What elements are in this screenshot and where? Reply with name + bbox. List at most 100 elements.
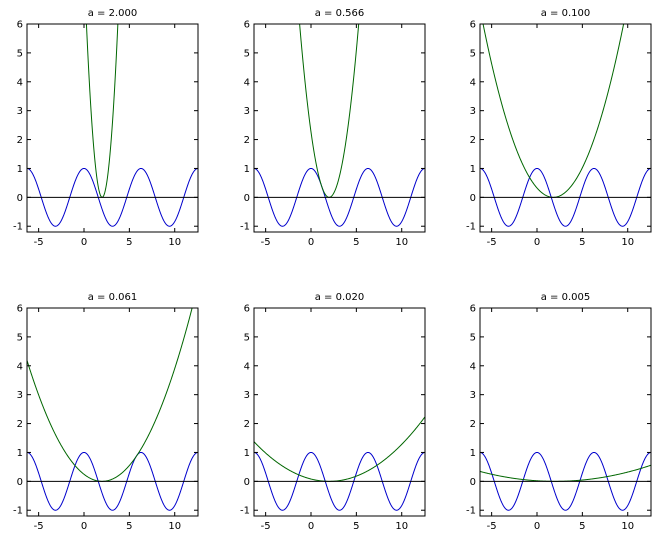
subplot-2: a = 0.566 -5 0 5 10 -1 0 1 2 3 4 5 6 xyxy=(240,8,426,248)
y-tick-label: 6 xyxy=(470,20,476,31)
y-tick-label: 4 xyxy=(470,77,476,88)
plot-frame xyxy=(26,307,199,517)
parabola-series-line xyxy=(299,24,360,198)
y-tick-label: 6 xyxy=(244,304,250,315)
x-tick-label: 10 xyxy=(395,237,408,248)
x-tick-label: 10 xyxy=(168,237,181,248)
x-tick-label: -5 xyxy=(34,237,44,248)
cosine-series-line xyxy=(480,451,651,511)
subplot-title: a = 0.005 xyxy=(541,292,591,303)
y-tick-label: 6 xyxy=(470,304,476,315)
y-tick-label: 0 xyxy=(17,193,23,204)
x-tick-label: 0 xyxy=(81,237,87,248)
x-tick-label: 10 xyxy=(621,237,634,248)
y-tick-label: 3 xyxy=(470,390,476,401)
x-tick-label: -5 xyxy=(261,521,271,532)
y-tick-label: 2 xyxy=(17,135,23,146)
x-tick-label: 0 xyxy=(534,237,540,248)
y-tick-label: 5 xyxy=(244,48,250,59)
y-tick-label: 0 xyxy=(470,477,476,488)
plot-frame xyxy=(253,307,426,517)
x-tick-label: 10 xyxy=(621,521,634,532)
x-tick-label: 0 xyxy=(308,521,314,532)
subplot-title: a = 0.100 xyxy=(541,8,591,19)
x-tick-label: 10 xyxy=(168,521,181,532)
x-tick-label: 0 xyxy=(308,237,314,248)
subplot-3: a = 0.100 -5 0 5 10 -1 0 1 2 3 4 5 6 xyxy=(466,8,652,248)
parabola-series-line xyxy=(254,416,425,482)
cosine-series-line xyxy=(254,167,425,227)
x-tick-label: 10 xyxy=(395,521,408,532)
y-tick-label: 1 xyxy=(17,164,23,175)
plot-frame xyxy=(26,23,199,233)
subplot-4: a = 0.061 -5 0 5 10 -1 0 1 2 3 4 5 6 xyxy=(13,292,199,532)
y-tick-label: 3 xyxy=(244,390,250,401)
cosine-series-line xyxy=(480,167,651,227)
subplot-title: a = 0.566 xyxy=(315,8,365,19)
y-tick-label: 3 xyxy=(17,106,23,117)
subplot-title: a = 2.000 xyxy=(88,8,138,19)
y-tick-label: 4 xyxy=(244,77,250,88)
y-tick-label: -1 xyxy=(240,506,250,517)
y-tick-label: 2 xyxy=(470,419,476,430)
x-tick-label: -5 xyxy=(487,521,497,532)
y-tick-label: 2 xyxy=(244,135,250,146)
cosine-series-line xyxy=(27,167,198,227)
y-tick-label: 3 xyxy=(17,390,23,401)
y-tick-label: 5 xyxy=(470,332,476,343)
y-tick-label: 0 xyxy=(244,477,250,488)
x-tick-label: 5 xyxy=(353,237,359,248)
y-tick-label: 5 xyxy=(17,332,23,343)
x-tick-label: -5 xyxy=(34,521,44,532)
y-tick-label: 2 xyxy=(244,419,250,430)
y-tick-label: 4 xyxy=(17,77,23,88)
y-tick-label: 3 xyxy=(470,106,476,117)
subplot-6: a = 0.005 -5 0 5 10 -1 0 1 2 3 4 5 6 xyxy=(466,292,652,532)
parabola-series-line xyxy=(480,464,651,482)
cosine-series-line xyxy=(27,451,198,511)
y-tick-label: 0 xyxy=(244,193,250,204)
x-tick-label: 0 xyxy=(534,521,540,532)
y-tick-label: -1 xyxy=(13,506,23,517)
subplot-title: a = 0.061 xyxy=(88,292,138,303)
y-tick-label: 1 xyxy=(244,164,250,175)
x-tick-label: 5 xyxy=(579,237,585,248)
x-tick-label: 5 xyxy=(126,237,132,248)
y-tick-label: 0 xyxy=(470,193,476,204)
y-tick-label: 3 xyxy=(244,106,250,117)
x-tick-label: 5 xyxy=(126,521,132,532)
y-tick-label: 5 xyxy=(244,332,250,343)
y-tick-label: -1 xyxy=(240,222,250,233)
y-tick-label: 6 xyxy=(17,20,23,31)
y-tick-label: 4 xyxy=(17,361,23,372)
y-tick-label: 1 xyxy=(470,448,476,459)
y-tick-label: 4 xyxy=(244,361,250,372)
x-tick-label: 5 xyxy=(353,521,359,532)
y-tick-label: -1 xyxy=(466,506,476,517)
y-tick-label: -1 xyxy=(13,222,23,233)
parabola-series-line xyxy=(482,24,625,198)
x-tick-label: -5 xyxy=(261,237,271,248)
y-tick-label: 0 xyxy=(17,477,23,488)
y-tick-label: 2 xyxy=(17,419,23,430)
x-tick-label: 5 xyxy=(579,521,585,532)
y-tick-label: 5 xyxy=(17,48,23,59)
parabola-series-line xyxy=(27,308,193,482)
plot-frame xyxy=(479,307,652,517)
plot-frame xyxy=(253,23,426,233)
x-tick-label: 0 xyxy=(81,521,87,532)
subplot-title: a = 0.020 xyxy=(315,292,365,303)
cosine-series-line xyxy=(254,451,425,511)
y-tick-label: 6 xyxy=(17,304,23,315)
y-tick-label: 5 xyxy=(470,48,476,59)
y-tick-label: -1 xyxy=(466,222,476,233)
subplot-5: a = 0.020 -5 0 5 10 -1 0 1 2 3 4 5 6 xyxy=(240,292,426,532)
subplot-1: a = 2.000 -5 0 5 10 -1 0 1 2 3 4 5 6 xyxy=(13,8,199,248)
y-tick-label: 2 xyxy=(470,135,476,146)
x-tick-label: -5 xyxy=(487,237,497,248)
plot-frame xyxy=(479,23,652,233)
parabola-series-line xyxy=(85,24,119,198)
y-tick-label: 1 xyxy=(244,448,250,459)
y-tick-label: 6 xyxy=(244,20,250,31)
